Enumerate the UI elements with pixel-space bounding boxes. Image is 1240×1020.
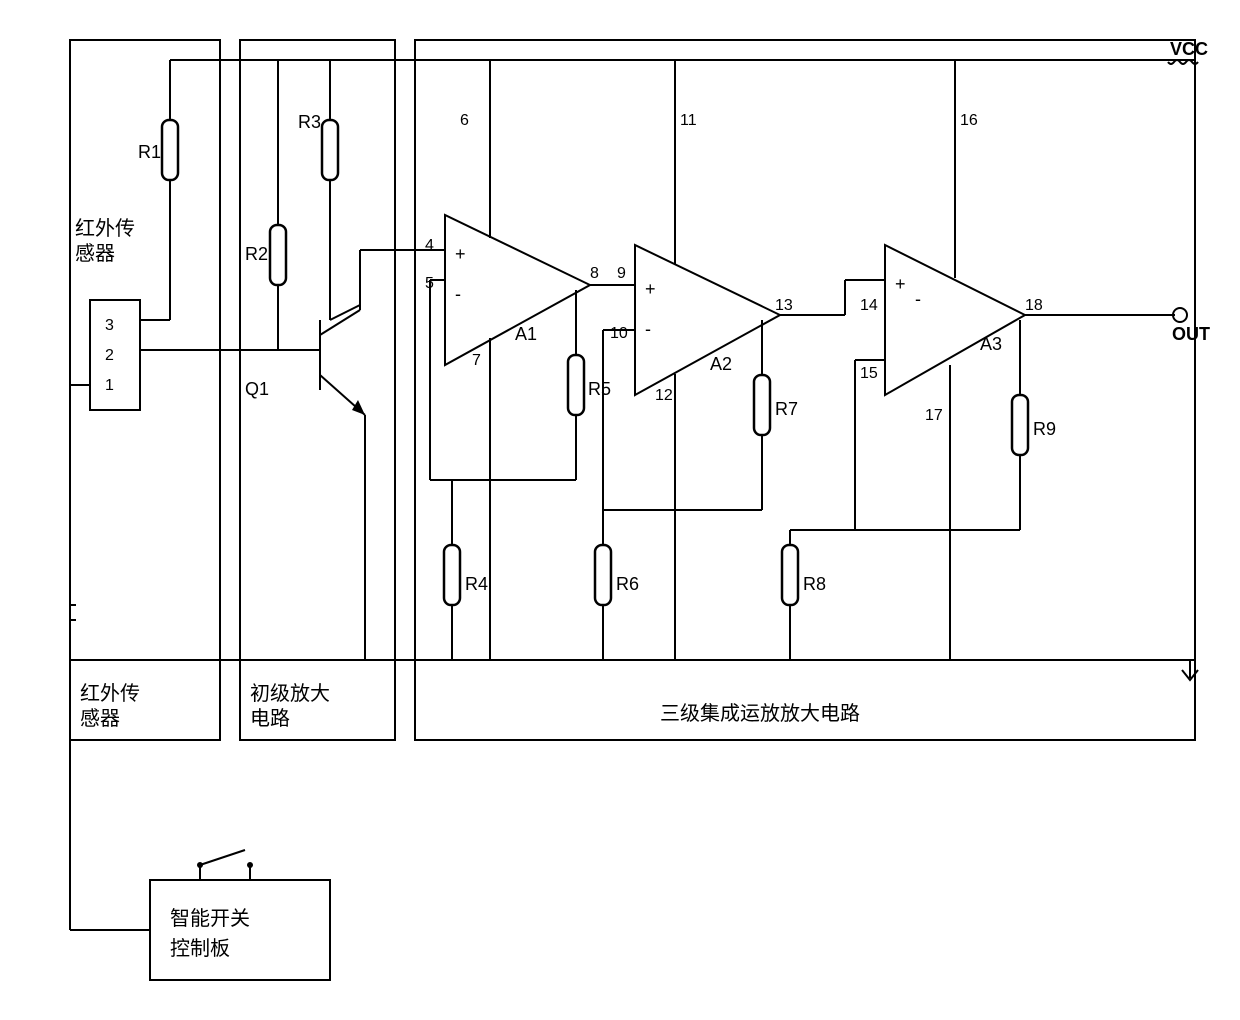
svg-text:+: + [645,279,656,299]
svg-text:12: 12 [655,387,673,404]
transistor-Q1 [310,250,365,415]
label-A3: A3 [980,334,1002,354]
sensor-pin2: 2 [105,347,114,364]
sensor-inner-label1: 红外传 [75,217,135,240]
resistor-R6 [595,545,611,605]
label-A1: A1 [515,324,537,344]
svg-text:4: 4 [425,237,434,254]
sensor-outer-label1: 红外传 [80,682,140,705]
svg-text:13: 13 [775,297,793,314]
vcc-label: VCC [1170,39,1208,59]
svg-text:14: 14 [860,297,878,314]
label-R5: R5 [588,379,611,399]
label-R8: R8 [803,574,826,594]
sensor-inner-label2: 感器 [75,242,115,265]
switch-label2: 控制板 [170,937,230,960]
preamp-label1: 初级放大 [250,682,330,705]
label-R2: R2 [245,244,268,264]
sensor-pin1: 1 [105,377,114,394]
switch-label1: 智能开关 [170,907,250,930]
resistor-R3 [322,120,338,180]
label-R9: R9 [1033,419,1056,439]
svg-text:16: 16 [960,112,978,129]
svg-text:6: 6 [460,112,469,129]
svg-text:-: - [645,319,651,339]
svg-text:10: 10 [610,325,628,342]
opamp-block-label: 三级集成运放放大电路 [660,702,860,725]
svg-text:11: 11 [680,112,697,129]
resistor-R1 [162,120,178,180]
svg-text:9: 9 [617,265,626,282]
resistor-R4 [444,545,460,605]
resistor-R2 [270,225,286,285]
resistor-R7 [754,375,770,435]
svg-text:-: - [455,284,461,304]
svg-text:18: 18 [1025,297,1043,314]
opamp-A2 [635,245,780,395]
svg-text:15: 15 [860,365,878,382]
label-R6: R6 [616,574,639,594]
resistor-R5 [568,355,584,415]
svg-text:8: 8 [590,265,599,282]
out-label: OUT [1172,324,1210,344]
svg-text:17: 17 [925,407,943,424]
switch-box [150,880,330,980]
opamp-block-outer [415,40,1195,740]
svg-text:+: + [455,244,466,264]
preamp-label2: 电路 [250,707,290,730]
svg-text:+: + [895,274,906,294]
svg-text:-: - [915,289,921,309]
resistor-R9 [1012,395,1028,455]
circuit-diagram: VCC 红外传 感器 红外传 感器 3 2 1 R1 初级放大 电路 R2 R3 [20,20,1220,1000]
label-Q1: Q1 [245,379,269,399]
label-R7: R7 [775,399,798,419]
svg-text:7: 7 [472,352,481,369]
label-A2: A2 [710,354,732,374]
sensor-pin3: 3 [105,317,114,334]
label-R3: R3 [298,112,321,132]
label-R1: R1 [138,142,161,162]
sensor-chip [90,300,140,410]
resistor-R8 [782,545,798,605]
label-R4: R4 [465,574,488,594]
sensor-outer-label2: 感器 [80,707,120,730]
